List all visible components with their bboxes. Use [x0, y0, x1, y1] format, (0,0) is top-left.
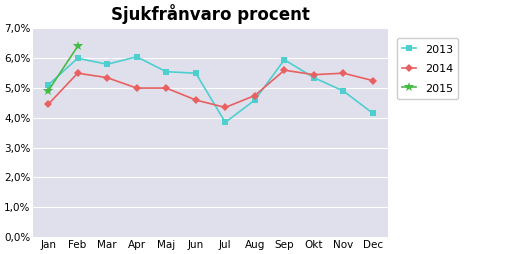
- Legend: 2013, 2014, 2015: 2013, 2014, 2015: [397, 38, 458, 99]
- Title: Sjukfrånvaro procent: Sjukfrånvaro procent: [111, 4, 310, 24]
